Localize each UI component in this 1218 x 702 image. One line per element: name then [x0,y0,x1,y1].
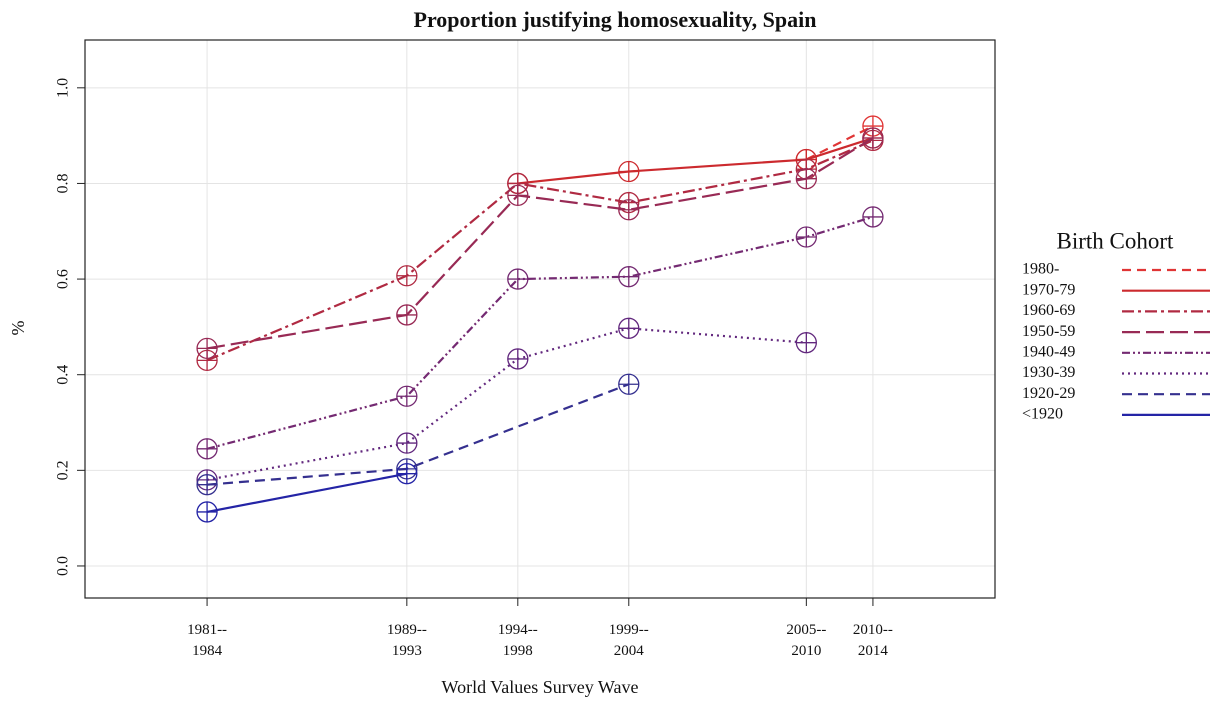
x-tick-label: 1989-- 1993 [386,622,427,659]
data-point [795,332,817,354]
x-tick-label: 2005-- 2010 [786,622,827,659]
legend-label: <1920 [1022,406,1063,423]
data-point [618,199,640,221]
data-point [196,474,218,496]
x-axis-label: World Values Survey Wave [442,677,639,697]
y-tick-label: 0.8 [55,173,72,193]
plot-frame [84,39,996,599]
y-tick-label: 1.0 [55,78,72,98]
data-point [862,127,884,149]
chart-title: Proportion justifying homosexuality, Spa… [414,7,817,32]
y-tick-label: 0.6 [55,269,72,289]
data-point [618,266,640,288]
series-line [206,139,874,362]
data-point [396,304,418,326]
legend-label: 1920-29 [1022,385,1075,402]
y-tick-label: 0.4 [55,365,72,385]
legend-label: 1980- [1022,261,1059,278]
x-tick-label: 1981-- 1984 [187,622,228,659]
x-tick-label: 2010-- 2014 [852,622,893,659]
legend-label: 1950-59 [1022,323,1075,340]
series-line [206,137,874,350]
data-point [507,184,529,207]
y-tick-label: 0.2 [55,460,72,480]
data-point [507,348,529,370]
series-line [206,215,874,450]
series-line [805,125,874,161]
data-point [196,501,218,523]
data-point [507,268,529,290]
y-tick-label: 0.0 [55,556,72,576]
legend-label: 1940-49 [1022,343,1075,360]
data-point [396,265,418,287]
data-point [618,317,640,339]
x-tick-label: 1994-- 1998 [497,622,538,659]
data-point [618,160,640,183]
legend-label: 1970-79 [1022,281,1075,298]
data-point [196,337,218,360]
data-point [396,432,418,454]
legend-title: Birth Cohort [1057,228,1175,253]
data-point [396,385,418,407]
series-line [206,327,807,481]
series-line [517,136,874,185]
data-point [862,206,884,228]
data-point [396,463,418,485]
data-point [618,373,640,395]
data-point [196,438,218,460]
y-axis-label: % [8,321,28,336]
series-line [206,472,408,514]
data-point [795,168,817,190]
x-tick-label: 1999-- 2004 [608,622,649,659]
data-point [795,226,817,248]
legend-label: 1930-39 [1022,364,1075,381]
legend-label: 1960-69 [1022,302,1075,319]
